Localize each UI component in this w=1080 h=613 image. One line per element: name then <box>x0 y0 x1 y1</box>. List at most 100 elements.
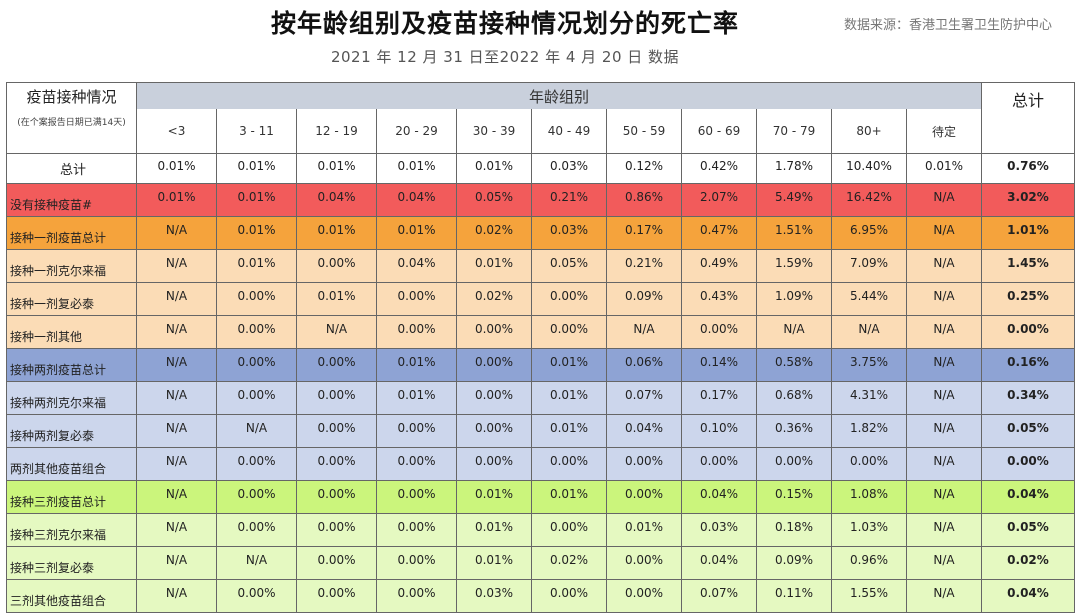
rate-cell: 0.18% <box>756 513 832 547</box>
row-total-value: 0.25% <box>1007 289 1049 303</box>
rate-value: N/A <box>165 586 188 600</box>
rate-cell: N/A <box>606 315 682 349</box>
rate-cell: 3.75% <box>831 348 907 382</box>
rate-cell: 0.00% <box>531 447 607 481</box>
rate-value: 0.10% <box>699 421 739 435</box>
row-total-value: 3.02% <box>1007 190 1049 204</box>
rate-value: 0.01% <box>474 256 514 270</box>
rate-value: N/A <box>933 421 955 435</box>
age-group-5: 40 - 49 <box>531 109 607 154</box>
age-group-9: 80+ <box>831 109 907 154</box>
rate-cell: 0.01% <box>456 546 532 580</box>
rate-value: N/A <box>933 586 955 600</box>
rate-cell: 0.01% <box>531 348 607 382</box>
rate-cell: 0.01% <box>216 216 297 250</box>
rate-value: 1.51% <box>774 223 814 237</box>
rate-cell: 0.00% <box>216 381 297 415</box>
age-group-3: 20 - 29 <box>376 109 457 154</box>
row-total-value: 0.34% <box>1007 388 1049 402</box>
rate-value: 0.17% <box>699 388 739 402</box>
rate-value: 0.00% <box>317 520 356 534</box>
rate-cell: 0.00% <box>216 348 297 382</box>
row-total-cell: 0.05% <box>981 414 1075 448</box>
rate-cell: 1.55% <box>831 579 907 613</box>
rate-cell: 0.15% <box>756 480 832 514</box>
row-total-value: 1.45% <box>1007 256 1049 270</box>
rate-value: 0.03% <box>549 158 589 173</box>
rate-value: 0.02% <box>474 223 514 237</box>
rate-cell: 0.00% <box>216 480 297 514</box>
rate-cell: 0.00% <box>531 579 607 613</box>
rate-cell: 0.00% <box>606 480 682 514</box>
rate-value: 0.00% <box>317 553 356 567</box>
row-total-cell: 0.05% <box>981 513 1075 547</box>
table-row: 接种一剂复必泰 N/A 0.00% 0.01% 0.00% 0.02% 0.00% 0.09%… <box>6 282 1075 316</box>
rate-value: 0.04% <box>397 190 436 204</box>
rate-value: 0.43% <box>699 289 739 303</box>
row-label: 三剂其他疫苗组合 <box>6 579 137 613</box>
rate-cell: 5.49% <box>756 183 832 217</box>
rate-cell: N/A <box>136 249 217 283</box>
rate-value: 0.00% <box>317 388 356 402</box>
rate-cell: 0.00% <box>376 480 457 514</box>
row-total-cell: 0.76% <box>981 153 1075 184</box>
rate-cell: 0.09% <box>756 546 832 580</box>
rate-cell: 0.05% <box>531 249 607 283</box>
mortality-table: 疫苗接种情况 年龄组别 总计 (在个案报告日期已满14天) <3 3 - 11 12… <box>6 82 1075 613</box>
rate-cell: N/A <box>906 183 982 217</box>
rate-value: 0.02% <box>474 289 514 303</box>
rate-cell: N/A <box>756 315 832 349</box>
rate-cell: 0.42% <box>681 153 757 184</box>
row-total-cell: 0.16% <box>981 348 1075 382</box>
rate-value: 0.00% <box>699 322 739 336</box>
rate-cell: 0.12% <box>606 153 682 184</box>
rate-value: 0.00% <box>237 520 276 534</box>
age-group-0: <3 <box>136 109 217 154</box>
rate-cell: 0.00% <box>531 315 607 349</box>
row-label: 接种一剂疫苗总计 <box>6 216 137 250</box>
rate-value: N/A <box>933 289 955 303</box>
rate-cell: 0.01% <box>216 183 297 217</box>
rate-cell: 0.03% <box>531 153 607 184</box>
rate-cell: N/A <box>136 480 217 514</box>
age-group-7: 60 - 69 <box>681 109 757 154</box>
rate-value: 0.01% <box>397 158 436 173</box>
rate-cell: 0.00% <box>606 546 682 580</box>
rate-cell: 0.01% <box>906 153 982 184</box>
rate-value: 3.75% <box>849 355 889 369</box>
table-row: 接种三剂克尔来福 N/A 0.00% 0.00% 0.00% 0.01% 0.00% 0.01… <box>6 513 1075 547</box>
table-row: 三剂其他疫苗组合 N/A 0.00% 0.00% 0.00% 0.03% 0.00% 0.00… <box>6 579 1075 613</box>
rate-cell: 0.68% <box>756 381 832 415</box>
rate-cell: 0.00% <box>376 414 457 448</box>
rate-cell: N/A <box>136 447 217 481</box>
rate-cell: 2.07% <box>681 183 757 217</box>
rate-value: 1.59% <box>774 256 814 270</box>
rate-value: 0.01% <box>924 158 964 173</box>
rate-value: 6.95% <box>849 223 889 237</box>
rate-value: N/A <box>165 355 188 369</box>
rate-value: 0.01% <box>157 190 196 204</box>
rate-cell: 0.00% <box>376 315 457 349</box>
rate-value: 0.01% <box>397 355 436 369</box>
rate-value: 7.09% <box>849 256 889 270</box>
row-label: 接种两剂复必泰 <box>6 414 137 448</box>
rate-cell: 0.01% <box>376 348 457 382</box>
rate-value: 0.01% <box>624 520 664 534</box>
row-label: 没有接种疫苗# <box>6 183 137 217</box>
row-total-value: 0.05% <box>1007 520 1049 534</box>
rate-cell: 0.00% <box>456 414 532 448</box>
rate-value: 0.00% <box>474 388 514 402</box>
rate-cell: 0.17% <box>606 216 682 250</box>
rate-value: 0.12% <box>624 158 664 173</box>
rate-value: 0.04% <box>317 190 356 204</box>
rate-value: 0.07% <box>624 388 664 402</box>
rate-value: 0.00% <box>397 487 436 501</box>
rate-value: 0.21% <box>549 190 589 204</box>
rate-value: N/A <box>165 388 188 402</box>
row-total-value: 0.00% <box>1007 322 1049 336</box>
rate-value: 0.15% <box>774 487 814 501</box>
rate-value: N/A <box>933 223 955 237</box>
table-row: 两剂其他疫苗组合 N/A 0.00% 0.00% 0.00% 0.00% 0.00% 0.00… <box>6 447 1075 481</box>
row-total-cell: 1.01% <box>981 216 1075 250</box>
rate-cell: 0.00% <box>376 282 457 316</box>
